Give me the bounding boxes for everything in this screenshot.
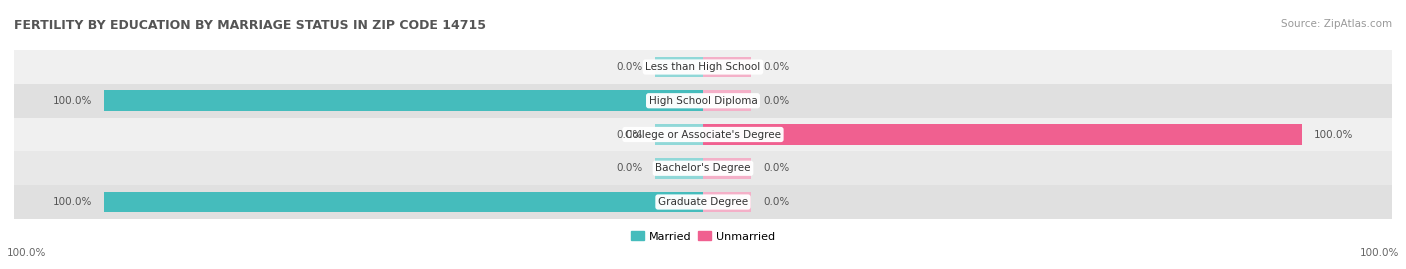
Text: 0.0%: 0.0% xyxy=(617,163,643,173)
Bar xyxy=(14,84,1392,118)
Bar xyxy=(104,192,703,213)
Bar xyxy=(14,118,1392,151)
Text: 0.0%: 0.0% xyxy=(617,129,643,140)
Text: 100.0%: 100.0% xyxy=(52,96,91,106)
Text: Less than High School: Less than High School xyxy=(645,62,761,72)
Bar xyxy=(655,56,703,77)
Text: 0.0%: 0.0% xyxy=(763,197,789,207)
Bar xyxy=(703,90,751,111)
Text: 0.0%: 0.0% xyxy=(617,62,643,72)
Text: 100.0%: 100.0% xyxy=(52,197,91,207)
Bar xyxy=(703,192,751,213)
Text: 100.0%: 100.0% xyxy=(7,248,46,258)
Bar xyxy=(14,50,1392,84)
Text: 100.0%: 100.0% xyxy=(1315,129,1354,140)
Bar xyxy=(14,185,1392,219)
Text: Source: ZipAtlas.com: Source: ZipAtlas.com xyxy=(1281,19,1392,29)
Bar xyxy=(14,151,1392,185)
Bar xyxy=(655,158,703,179)
Text: FERTILITY BY EDUCATION BY MARRIAGE STATUS IN ZIP CODE 14715: FERTILITY BY EDUCATION BY MARRIAGE STATU… xyxy=(14,19,486,32)
Legend: Married, Unmarried: Married, Unmarried xyxy=(627,227,779,246)
Text: 0.0%: 0.0% xyxy=(763,62,789,72)
Bar xyxy=(703,158,751,179)
Text: 100.0%: 100.0% xyxy=(1360,248,1399,258)
Text: High School Diploma: High School Diploma xyxy=(648,96,758,106)
Text: Bachelor's Degree: Bachelor's Degree xyxy=(655,163,751,173)
Bar xyxy=(104,90,703,111)
Bar xyxy=(703,56,751,77)
Text: Graduate Degree: Graduate Degree xyxy=(658,197,748,207)
Bar xyxy=(703,124,1302,145)
Text: 0.0%: 0.0% xyxy=(763,163,789,173)
Text: College or Associate's Degree: College or Associate's Degree xyxy=(626,129,780,140)
Bar xyxy=(655,124,703,145)
Text: 0.0%: 0.0% xyxy=(763,96,789,106)
